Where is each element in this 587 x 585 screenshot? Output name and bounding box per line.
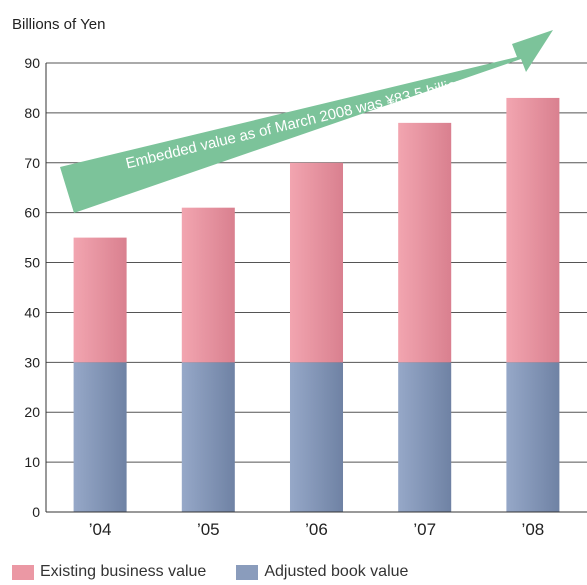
legend-swatch-pink [12,564,34,580]
bar-adjusted-book-2 [289,362,344,512]
y-tick-label: 80 [24,105,40,121]
y-tick-label: 70 [24,155,40,171]
x-tick-label: ’04 [89,520,112,539]
y-tick-label: 20 [24,404,40,420]
bar-existing-business-1 [181,207,235,363]
y-tick-label: 50 [24,255,40,271]
legend-label-adjusted-book: Adjusted book value [264,563,409,580]
legend-label-existing-business: Existing business value [40,563,207,580]
bar-existing-business-4 [506,97,560,363]
y-tick-label: 60 [24,205,40,221]
bar-adjusted-book-1 [181,362,235,512]
bars-group [73,97,560,512]
bar-adjusted-book-0 [73,362,127,512]
bar-adjusted-book-4 [506,362,560,512]
legend-item-adjusted-book: Adjusted book value [236,563,408,581]
y-tick-label: 40 [24,304,40,320]
legend-item-existing-business: Existing business value [12,563,206,581]
bar-existing-business-2 [289,162,344,363]
y-tick-label: 30 [24,354,40,370]
y-axis-label: Billions of Yen [12,16,106,33]
y-tick-label: 90 [24,55,40,71]
bar-adjusted-book-3 [398,362,452,512]
x-tick-label: ’05 [197,520,220,539]
y-tick-label: 10 [24,454,40,470]
bar-existing-business-0 [73,237,127,363]
x-tick-label: ’07 [413,520,436,539]
x-tick-label: ’08 [522,520,545,539]
legend: Existing business value Adjusted book va… [12,563,408,581]
y-tick-label: 0 [32,504,40,520]
axes-group: 0 10 20 30 40 50 60 70 80 90 ’04 ’05 ’06 ’07 ’08 [24,55,587,539]
x-tick-label: ’06 [305,520,328,539]
annotation-arrow-shape [60,30,553,213]
legend-swatch-blue [236,564,259,580]
bar-existing-business-3 [398,122,452,363]
